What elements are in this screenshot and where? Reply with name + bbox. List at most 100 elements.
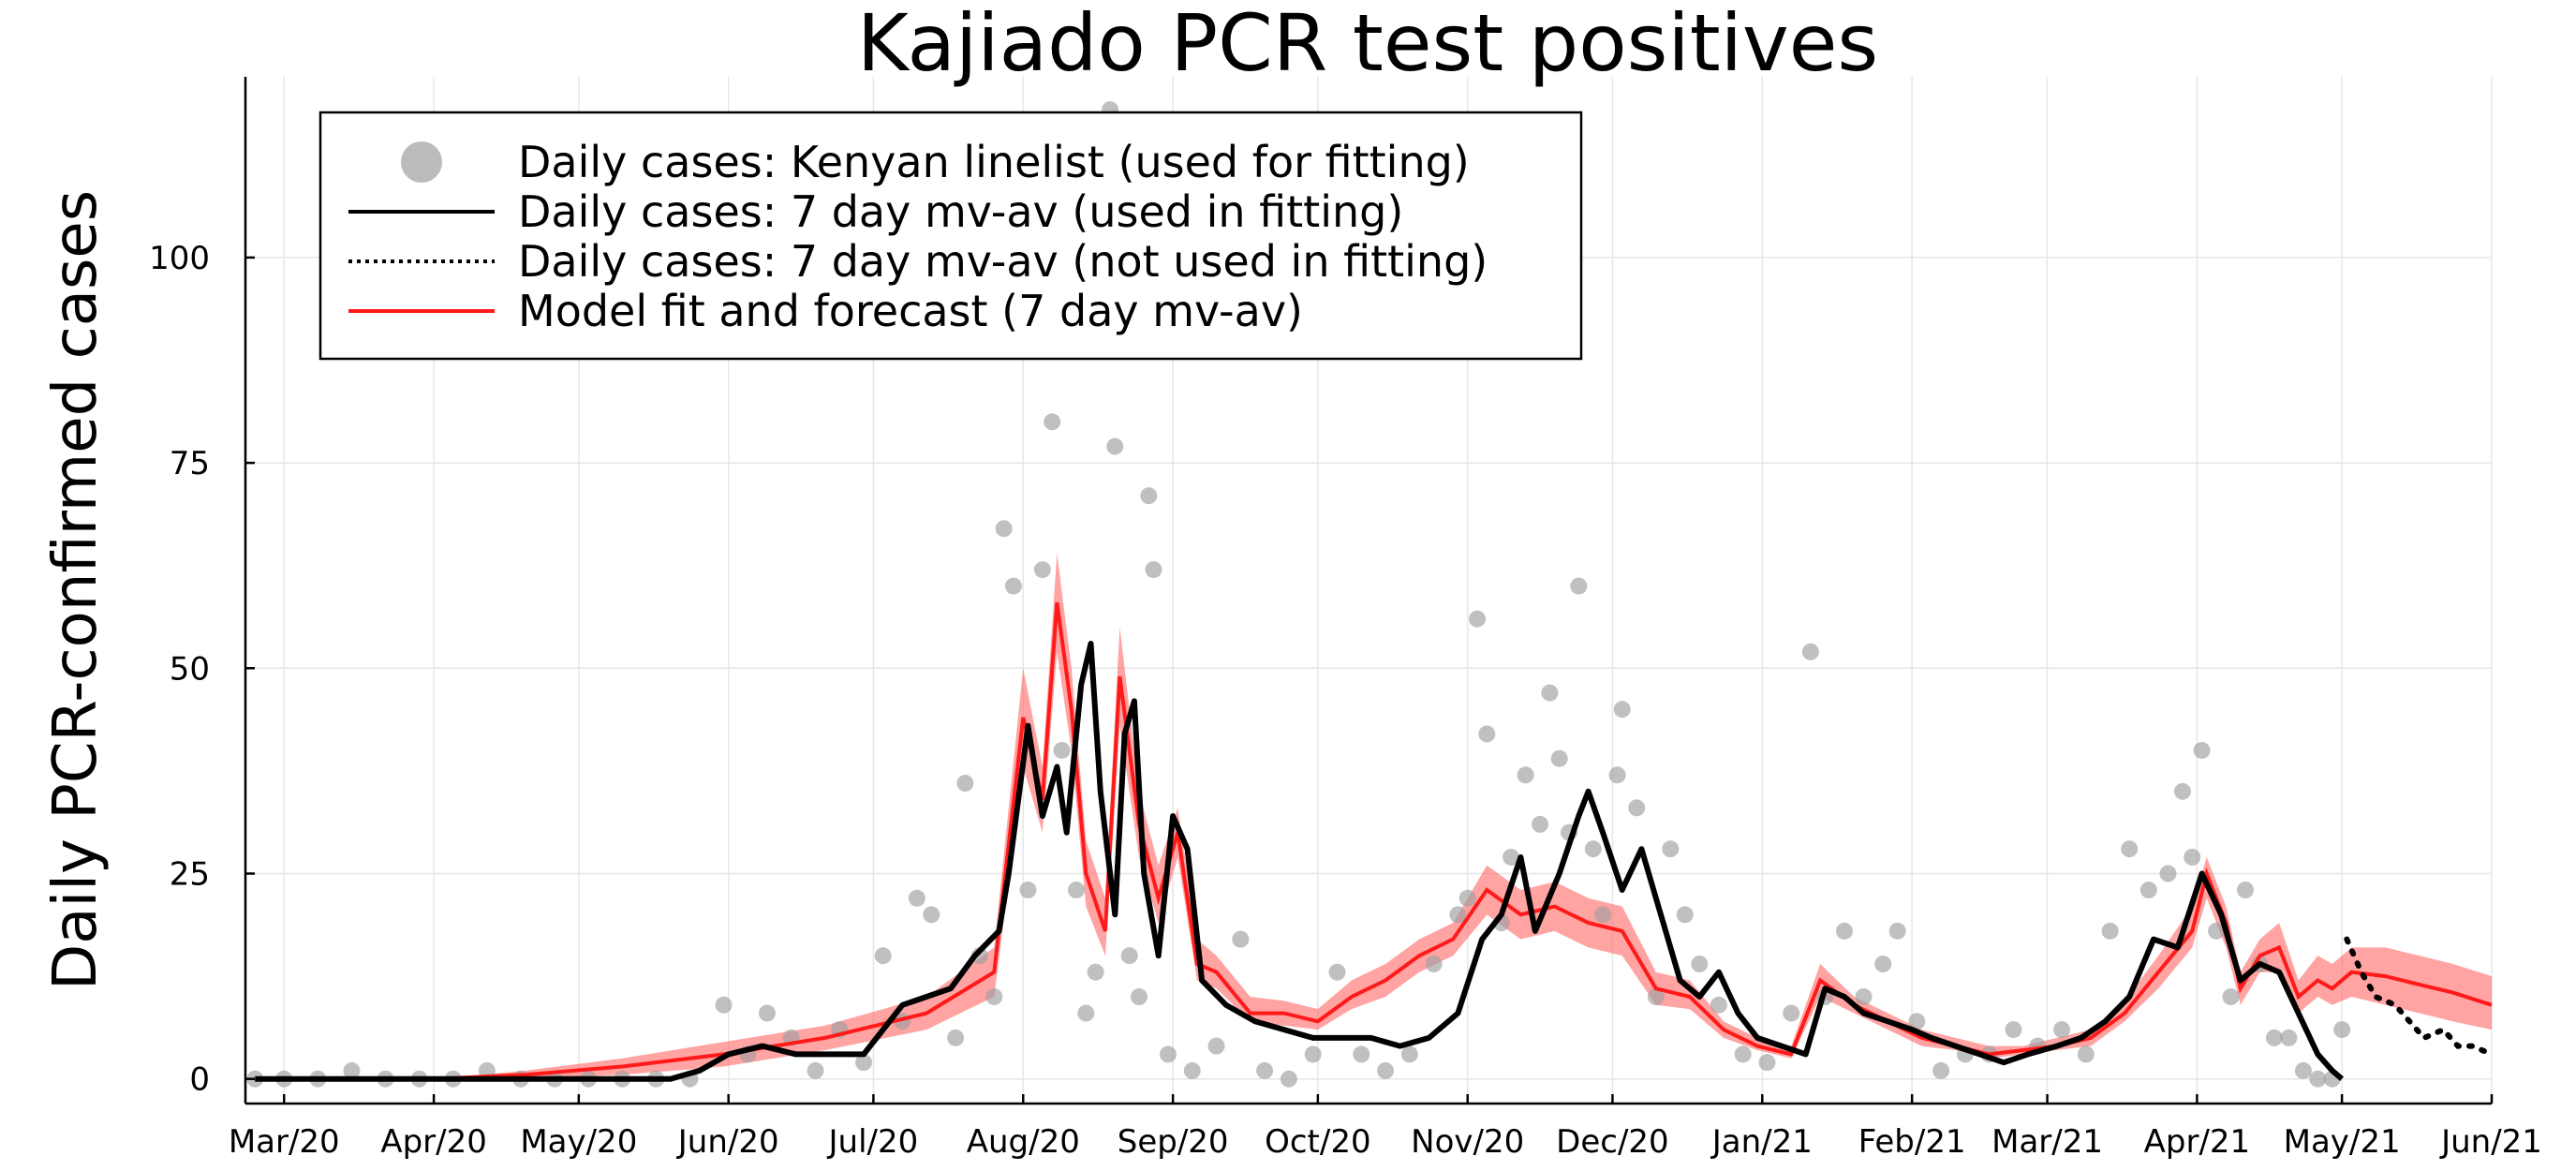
linelist-point	[807, 1061, 824, 1079]
x-tick-label: Sep/20	[1118, 1123, 1229, 1161]
linelist-point	[2159, 865, 2177, 882]
linelist-point	[1710, 996, 1727, 1014]
linelist-point	[1458, 889, 1476, 907]
linelist-point	[1584, 840, 1602, 858]
linelist-point	[1400, 1045, 1418, 1063]
x-tick-label: Mar/21	[1991, 1123, 2103, 1161]
legend-marker-scatter	[401, 141, 442, 183]
linelist-point	[2333, 1021, 2351, 1039]
linelist-point	[1106, 437, 1124, 455]
linelist-point	[1449, 906, 1467, 924]
linelist-point	[1004, 577, 1022, 595]
linelist-point	[1140, 487, 1158, 505]
x-tick-label: Apr/21	[2144, 1123, 2251, 1161]
linelist-point	[1131, 988, 1148, 1006]
linelist-point	[2139, 882, 2157, 899]
x-tick-label: Mar/20	[229, 1123, 340, 1161]
series-lines	[255, 601, 2495, 1082]
legend-entry-label: Daily cases: 7 day mv-av (used in fittin…	[518, 186, 1403, 237]
linelist-point	[1613, 701, 1631, 719]
linelist-point	[1691, 955, 1709, 972]
linelist-point	[2236, 882, 2254, 899]
linelist-point	[1377, 1061, 1395, 1079]
chart-title: Kajiado PCR test positives	[857, 0, 1878, 89]
linelist-point	[1874, 955, 1892, 972]
linelist-point	[1077, 1004, 1095, 1022]
linelist-point	[2077, 1045, 2095, 1063]
linelist-point	[874, 947, 892, 965]
x-tick-label: Jan/21	[1710, 1123, 1813, 1161]
linelist-point	[2121, 840, 2139, 858]
linelist-point	[1353, 1045, 1370, 1063]
linelist-point	[1503, 848, 1520, 866]
linelist-point	[1425, 955, 1443, 972]
model-fit-line	[255, 601, 2493, 1081]
x-tick-label: May/20	[520, 1123, 637, 1161]
x-tick-label: Dec/20	[1556, 1123, 1669, 1161]
linelist-point	[2280, 1029, 2298, 1046]
linelist-point	[1855, 988, 1873, 1006]
x-tick-label: Aug/20	[967, 1123, 1080, 1161]
linelist-point	[2053, 1021, 2071, 1039]
y-tick-label: 75	[170, 445, 210, 482]
linelist-point	[1232, 930, 1250, 948]
legend-entry-label: Daily cases: 7 day mv-av (not used in fi…	[518, 236, 1488, 287]
linelist-point	[2309, 1070, 2327, 1088]
linelist-point	[1033, 561, 1051, 579]
linelist-point	[1304, 1045, 1322, 1063]
linelist-point	[1594, 906, 1612, 924]
linelist-point	[1550, 749, 1568, 767]
legend-entry-label: Daily cases: Kenyan linelist (used for f…	[518, 137, 1470, 187]
linelist-point	[2222, 988, 2240, 1006]
linelist-point	[1328, 963, 1346, 981]
x-tick-label: Feb/21	[1858, 1123, 1966, 1161]
x-tick-label: Oct/20	[1265, 1123, 1371, 1161]
linelist-point	[1183, 1061, 1201, 1079]
linelist-point	[2173, 782, 2191, 800]
axes: Mar/20 Apr/20 May/20 Jun/20 Jul/20 Aug/20 Sep/…	[149, 77, 2542, 1161]
legend-entry-label: Model fit and forecast (7 day mv-av)	[518, 286, 1303, 336]
linelist-point	[1758, 1054, 1776, 1072]
linelist-point	[1478, 725, 1496, 743]
linelist-point	[715, 996, 733, 1014]
linelist-point	[2265, 1029, 2283, 1046]
linelist-point	[758, 1004, 776, 1022]
x-tick-label: Jun/20	[676, 1123, 779, 1161]
linelist-point	[1532, 815, 1549, 833]
linelist-point	[1734, 1045, 1752, 1063]
y-tick-label: 50	[170, 650, 210, 688]
linelist-point	[1932, 1061, 1950, 1079]
linelist-point	[1120, 947, 1138, 965]
linelist-point	[947, 1029, 965, 1046]
linelist-point	[1628, 799, 1646, 817]
mv-av-fitted-line	[255, 641, 2345, 1082]
linelist-point	[2208, 922, 2226, 940]
linelist-point	[1053, 741, 1071, 759]
linelist-point	[1280, 1070, 1297, 1088]
linelist-point	[2193, 741, 2211, 759]
x-tick-label: Apr/20	[380, 1123, 487, 1161]
linelist-point	[1662, 840, 1680, 858]
linelist-point	[1783, 1004, 1800, 1022]
y-tick-label: 100	[149, 240, 210, 277]
linelist-point	[343, 1061, 361, 1079]
linelist-point	[2184, 848, 2201, 866]
x-tick-label: Nov/20	[1411, 1123, 1524, 1161]
linelist-point	[1647, 988, 1665, 1006]
linelist-point	[1835, 922, 1853, 940]
linelist-point	[1801, 643, 1819, 660]
x-tick-label: Jun/21	[2439, 1123, 2542, 1161]
linelist-point	[1517, 766, 1534, 784]
linelist-point	[985, 988, 1003, 1006]
linelist-point	[956, 775, 974, 793]
x-tick-label: Jul/20	[827, 1123, 919, 1161]
y-tick-label: 0	[189, 1061, 210, 1099]
model-confidence-band	[255, 553, 2492, 1079]
linelist-point	[1145, 561, 1162, 579]
linelist-point	[1676, 906, 1694, 924]
mv-av-not-fitted-line	[2344, 936, 2495, 1058]
legend: Daily cases: Kenyan linelist (used for f…	[318, 111, 1583, 361]
y-tick-label: 25	[170, 855, 210, 893]
linelist-point	[855, 1054, 873, 1072]
